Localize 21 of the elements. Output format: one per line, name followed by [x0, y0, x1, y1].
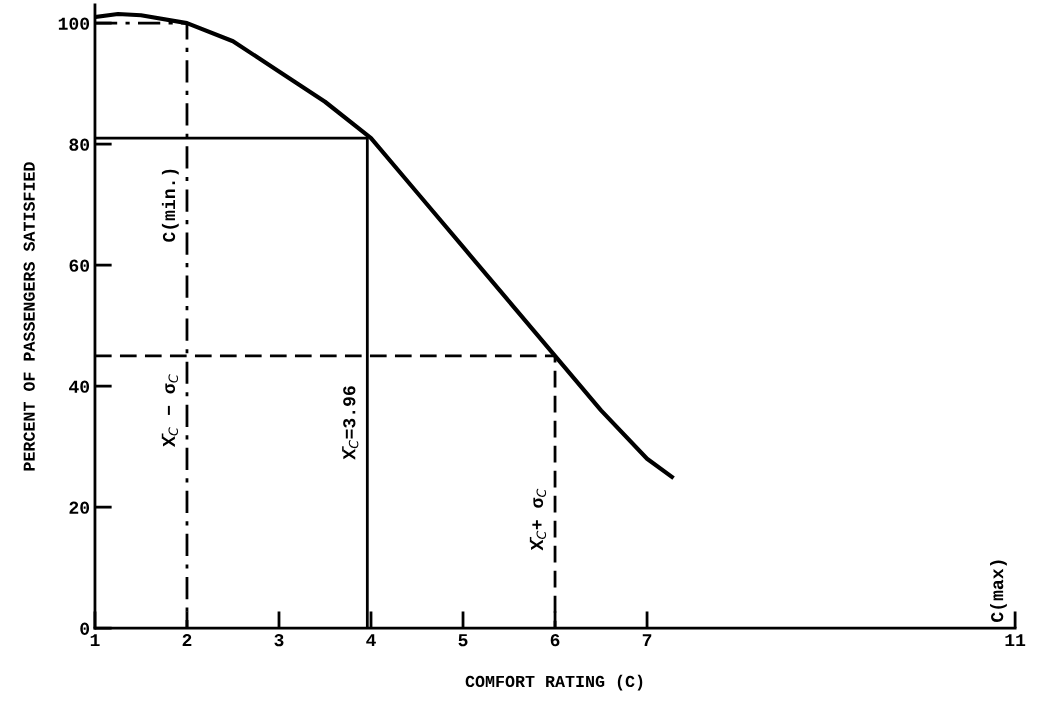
y-axis-title: PERCENT OF PASSENGERS SATISFIED: [23, 162, 35, 471]
x-tick-label: 7: [642, 634, 652, 647]
annotation: X̄$_{C}$ − σ$_{C}$: [161, 374, 179, 447]
x-tick-label: 4: [366, 634, 376, 647]
x-tick-label: 5: [458, 634, 468, 647]
y-tick-label: 100: [58, 17, 90, 30]
x-tick-label: 1: [90, 634, 100, 647]
x-tick-label: 11: [1005, 634, 1026, 647]
y-tick-label: 60: [69, 259, 90, 272]
annotation: C(min.): [161, 169, 179, 242]
x-tick-label: 2: [182, 634, 192, 647]
annotation: X̄$_{C}$=3.96: [342, 386, 359, 460]
y-tick-label: 20: [69, 501, 90, 514]
x-tick-label: 6: [550, 634, 560, 647]
x-axis-title: COMFORT RATING (C): [465, 674, 643, 691]
annotation: C(max): [990, 560, 1007, 622]
annotation: X̄$_{C}$+ σ$_{C}$: [529, 488, 547, 551]
y-tick-label: 80: [69, 138, 90, 151]
x-tick-label: 3: [274, 634, 284, 647]
y-tick-label: 0: [80, 622, 90, 635]
y-tick-label: 40: [69, 380, 90, 393]
